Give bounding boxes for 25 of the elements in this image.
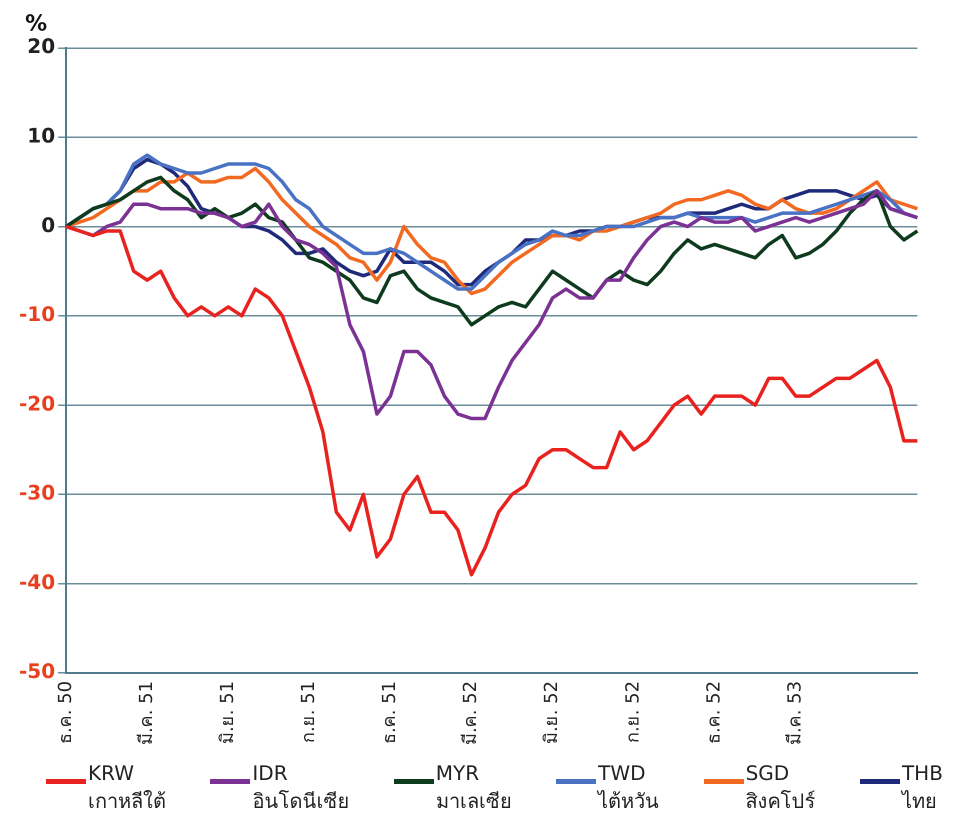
x-tick-label: มี.ค. 52	[460, 680, 482, 746]
legend-label: SGD สิงคโปร์	[746, 760, 816, 815]
y-tick-label: 0	[41, 212, 56, 237]
x-tick-label: ก.ย. 51	[298, 680, 320, 744]
legend-label: TWD ไต้หวัน	[598, 760, 660, 815]
y-tick-label: -50	[18, 659, 56, 684]
y-tick-label: -40	[18, 570, 56, 594]
x-tick-label: ธ.ค. 51	[379, 680, 400, 744]
y-tick-label: -20	[18, 391, 56, 416]
legend-label: THB ไทย	[902, 760, 943, 815]
x-tick-label: มี.ค. 53	[784, 680, 806, 746]
x-tick-label: มี.ค. 51	[136, 680, 157, 746]
x-tick-label: มิ.ย. 52	[541, 680, 562, 744]
y-tick-label: 10	[27, 123, 56, 148]
y-tick-label: -30	[18, 480, 56, 505]
legend-label: KRW เกาหลีใต้	[88, 760, 166, 815]
legend-label: IDR อินโดนีเซีย	[252, 760, 350, 815]
x-tick-label: ธ.ค. 50	[54, 680, 76, 744]
x-tick-label: มิ.ย. 51	[216, 680, 238, 744]
y-axis-title: %	[25, 12, 48, 37]
x-tick-label: ก.ย. 52	[622, 680, 644, 744]
y-tick-label: -10	[18, 302, 56, 326]
legend-label: MYR มาเลเซีย	[436, 760, 512, 815]
y-tick-label: 20	[27, 34, 56, 58]
x-tick-label: ธ.ค. 52	[703, 680, 724, 744]
